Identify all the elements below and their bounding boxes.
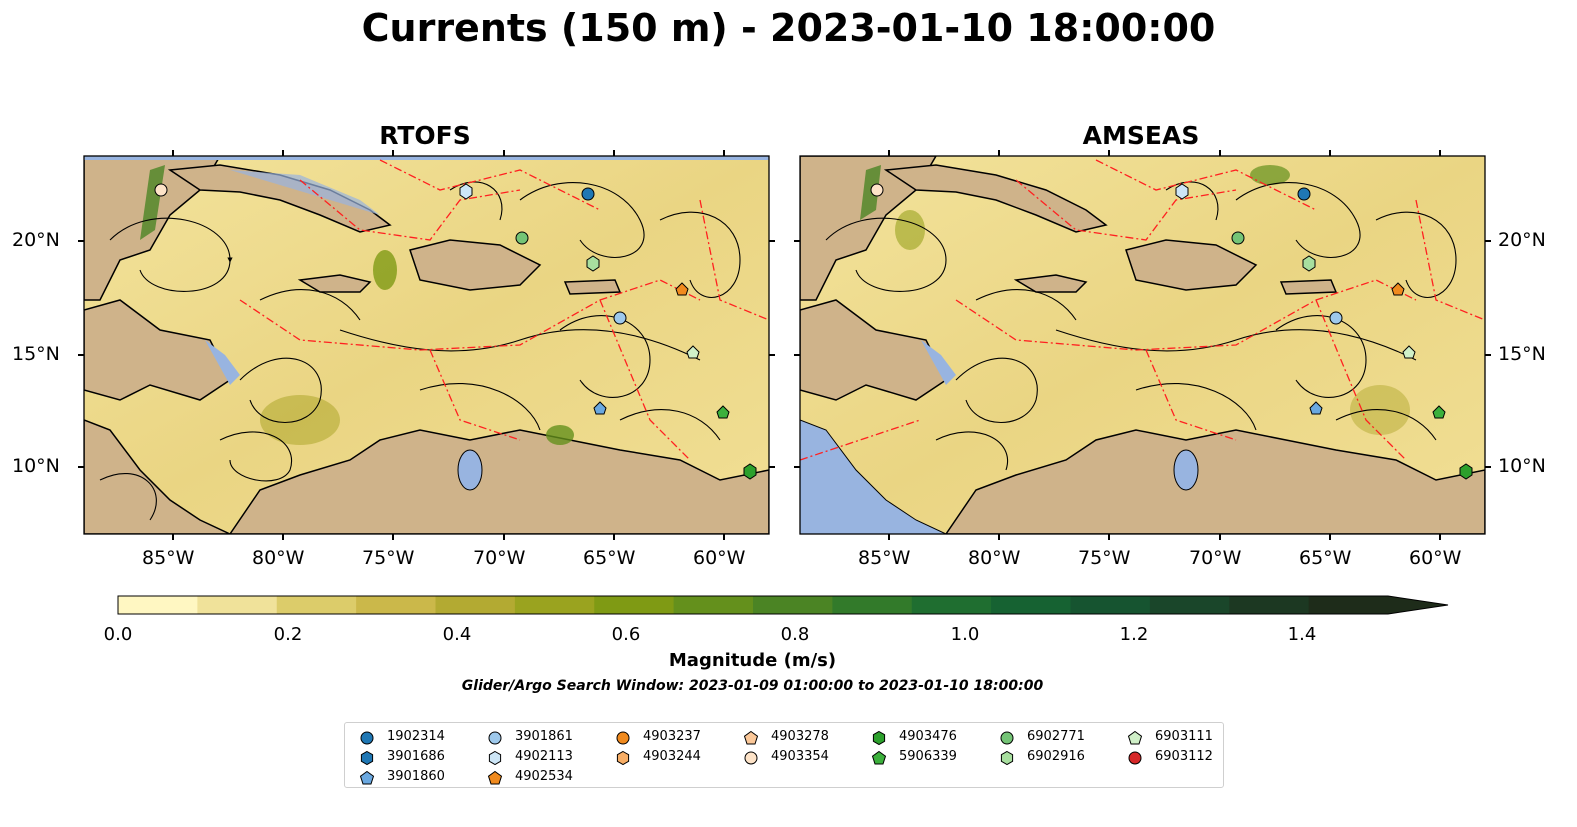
- lon-label-65w-rtofs: 65°W: [583, 547, 636, 569]
- legend-item-label: 4902113: [515, 749, 573, 764]
- colorbar-cell: [197, 596, 278, 614]
- colorbar-cell: [1149, 596, 1230, 614]
- circle-marker-icon: [1000, 731, 1014, 745]
- lat-label-15n-right: 15°N: [1498, 343, 1546, 365]
- float-legend: 1902314 3901686 3901860 3901861 4902113 49025…: [344, 722, 1224, 788]
- colorbar-cell: [514, 596, 595, 614]
- map-rtofs: [83, 155, 770, 535]
- colorbar-tick-5: 1.0: [950, 624, 980, 645]
- pentagon-marker-icon: [743, 730, 759, 745]
- colorbar-cell: [753, 596, 833, 614]
- hexagon-marker-icon: [616, 750, 630, 766]
- panel-title-rtofs: RTOFS: [379, 121, 471, 150]
- legend-item-label: 3901860: [387, 769, 445, 784]
- legend-item-label: 6902916: [1027, 749, 1085, 764]
- hexagon-marker-icon: [1000, 750, 1014, 766]
- legend-item-label: 1902314: [387, 729, 445, 744]
- colorbar-tick-3: 0.6: [611, 624, 641, 645]
- figure-title: Currents (150 m) - 2023-01-10 18:00:00: [361, 6, 1216, 50]
- map-amseas: [799, 155, 1486, 535]
- colorbar-cell: [673, 596, 754, 614]
- colorbar-cell: [594, 596, 675, 614]
- lon-label-85w-amseas: 85°W: [858, 547, 911, 569]
- legend-item-label: 4903354: [771, 749, 829, 764]
- colorbar-tick-4: 0.8: [780, 624, 810, 645]
- colorbar-tick-2: 0.4: [442, 624, 472, 645]
- colorbar-outline: [117, 595, 1449, 615]
- circle-marker-icon: [488, 731, 502, 745]
- lat-label-15n-left: 15°N: [12, 343, 60, 365]
- legend-item-label: 6903112: [1155, 749, 1213, 764]
- pentagon-marker-icon: [359, 770, 375, 785]
- lon-label-80w-amseas: 80°W: [968, 547, 1021, 569]
- legend-item-label: 4903476: [899, 729, 957, 744]
- search-window-text: Glider/Argo Search Window: 2023-01-09 01…: [461, 678, 1044, 694]
- legend-item-label: 4903237: [643, 729, 701, 744]
- lon-label-85w-rtofs: 85°W: [142, 547, 195, 569]
- circle-marker-icon: [1128, 751, 1142, 765]
- colorbar-tick-0: 0.0: [103, 624, 133, 645]
- lon-label-80w-rtofs: 80°W: [252, 547, 305, 569]
- colorbar-cell: [1229, 596, 1310, 614]
- colorbar-tick-6: 1.2: [1119, 624, 1149, 645]
- legend-item-label: 4903278: [771, 729, 829, 744]
- map-panels: [78, 150, 1491, 540]
- pentagon-marker-icon: [1127, 730, 1143, 745]
- lon-label-75w-amseas: 75°W: [1078, 547, 1131, 569]
- colorbar-tick-7: 1.4: [1287, 624, 1317, 645]
- colorbar-cell: [435, 596, 516, 614]
- colorbar-cell: [991, 596, 1071, 614]
- legend-item-label: 3901861: [515, 729, 573, 744]
- legend-item-label: 6903111: [1155, 729, 1213, 744]
- legend-item-label: 6902771: [1027, 729, 1085, 744]
- colorbar-cell: [911, 596, 992, 614]
- colorbar-extend-arrow: [1388, 596, 1448, 614]
- colorbar-cell: [1070, 596, 1151, 614]
- lon-label-60w-rtofs: 60°W: [693, 547, 746, 569]
- colorbar: [117, 595, 1449, 615]
- hexagon-marker-icon: [360, 750, 374, 766]
- lon-label-70w-amseas: 70°W: [1189, 547, 1242, 569]
- lon-label-70w-rtofs: 70°W: [473, 547, 526, 569]
- colorbar-cell: [356, 596, 436, 614]
- lat-label-10n-left: 10°N: [12, 455, 60, 477]
- colorbar-cell: [118, 596, 198, 614]
- legend-item-label: 4903244: [643, 749, 701, 764]
- circle-marker-icon: [616, 731, 630, 745]
- panel-title-amseas: AMSEAS: [1082, 121, 1200, 150]
- circle-marker-icon: [744, 751, 758, 765]
- lon-label-60w-amseas: 60°W: [1409, 547, 1462, 569]
- hexagon-marker-icon: [488, 750, 502, 766]
- lon-label-75w-rtofs: 75°W: [362, 547, 415, 569]
- lat-label-10n-right: 10°N: [1498, 455, 1546, 477]
- lon-label-65w-amseas: 65°W: [1299, 547, 1352, 569]
- colorbar-cell: [832, 596, 913, 614]
- colorbar-tick-1: 0.2: [273, 624, 303, 645]
- pentagon-marker-icon: [871, 750, 887, 765]
- pentagon-marker-icon: [487, 770, 503, 785]
- hexagon-marker-icon: [872, 730, 886, 746]
- lat-label-20n-left: 20°N: [12, 229, 60, 251]
- legend-item-label: 3901686: [387, 749, 445, 764]
- legend-item-label: 5906339: [899, 749, 957, 764]
- colorbar-cell: [276, 596, 357, 614]
- colorbar-label: Magnitude (m/s): [668, 650, 837, 671]
- lat-label-20n-right: 20°N: [1498, 229, 1546, 251]
- colorbar-cell: [1308, 596, 1389, 614]
- legend-item-label: 4902534: [515, 769, 573, 784]
- circle-marker-icon: [360, 731, 374, 745]
